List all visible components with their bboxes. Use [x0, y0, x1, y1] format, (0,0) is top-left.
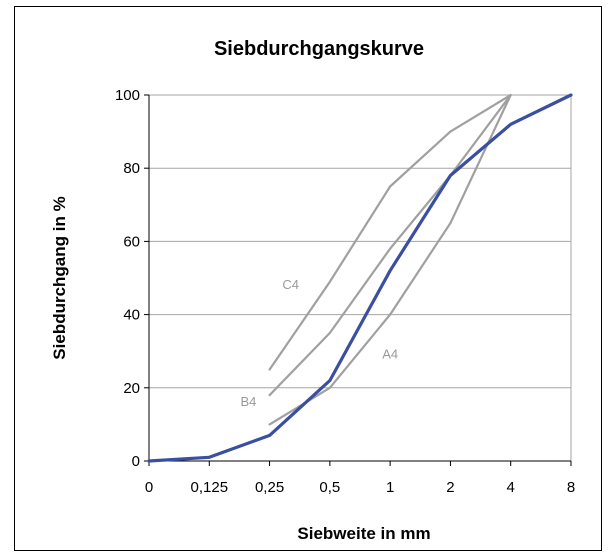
y-tick-label: 100 — [115, 87, 140, 104]
y-tick-label: 0 — [132, 453, 140, 470]
y-axis-label: Siebdurchgang in % — [50, 196, 69, 359]
x-tick-label: 0,125 — [191, 479, 229, 496]
x-tick-label: 8 — [567, 479, 575, 496]
x-tick-label: 0,25 — [255, 479, 284, 496]
y-tick-label: 20 — [123, 380, 140, 397]
series-label-b4: B4 — [241, 394, 257, 409]
gridlines — [149, 94, 572, 461]
chart-frame: Siebdurchgangskurve Siebweite in mm Sieb… — [14, 6, 602, 551]
series-line-main — [147, 93, 573, 463]
x-tick-label: 2 — [446, 479, 454, 496]
axes: 0 20 40 60 80 100 0 0,125 0,25 0,5 1 2 4 8 — [115, 87, 575, 496]
x-tick-label: 4 — [507, 479, 515, 496]
x-tick-label: 0,5 — [319, 479, 340, 496]
x-tick-label: 1 — [386, 479, 394, 496]
y-tick-label: 80 — [123, 160, 140, 177]
series-line-b4 — [268, 93, 512, 397]
chart-title: Siebdurchgangskurve — [214, 38, 424, 60]
series-label-a4: A4 — [382, 347, 398, 362]
series-line-c4 — [268, 93, 512, 371]
series-label-c4: C4 — [282, 277, 299, 292]
sieve-chart: Siebdurchgangskurve Siebweite in mm Sieb… — [50, 38, 575, 543]
series-labels: C4 B4 A4 — [241, 277, 399, 409]
series-lines — [147, 93, 573, 463]
x-axis-label: Siebweite in mm — [297, 524, 430, 543]
x-tick-label: 0 — [145, 479, 153, 496]
y-tick-label: 60 — [123, 233, 140, 250]
y-tick-label: 40 — [123, 307, 140, 324]
